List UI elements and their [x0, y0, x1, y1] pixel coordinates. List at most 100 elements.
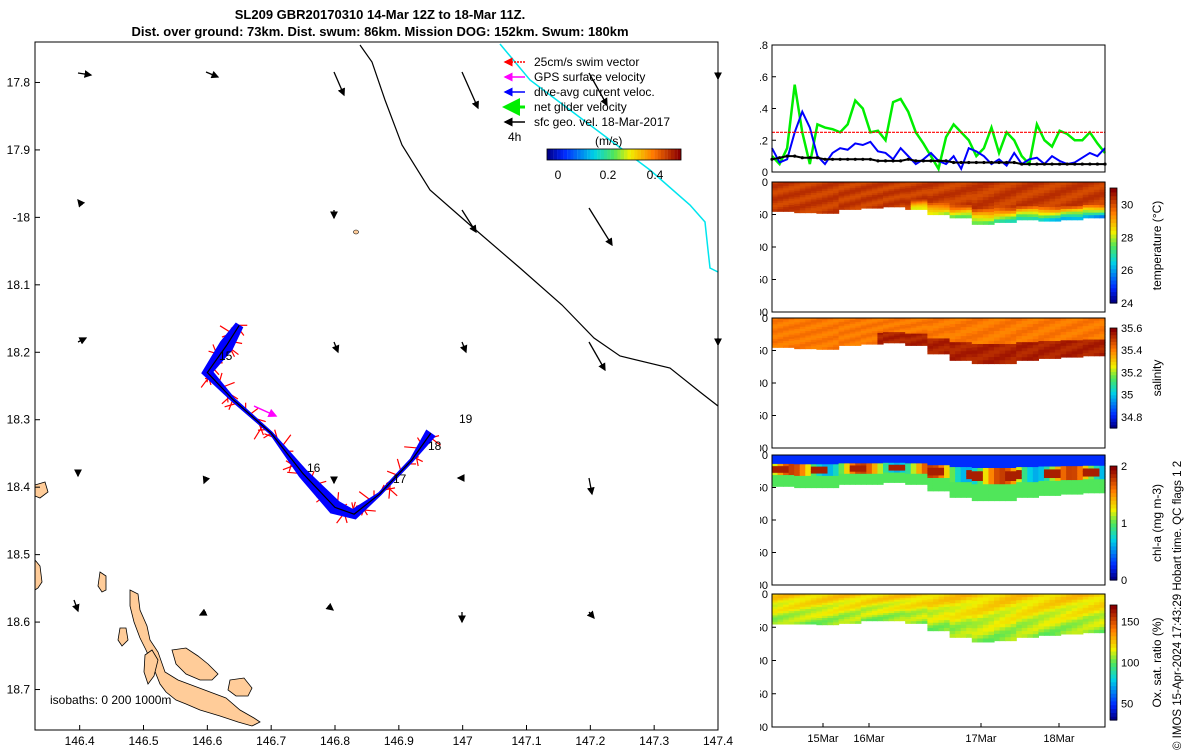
section-cell [938, 622, 945, 626]
section-cell [944, 348, 951, 352]
section-cell [783, 613, 790, 616]
section-cell [1038, 626, 1045, 630]
colorbar-cell [1110, 612, 1117, 618]
section-cell [1060, 343, 1067, 347]
section-cell [1060, 348, 1067, 353]
section-cell [1088, 599, 1095, 603]
section-cell [1082, 353, 1089, 357]
colorbar-cell [620, 149, 625, 160]
section-cell [999, 216, 1006, 221]
section-cell [1021, 488, 1028, 492]
section-cell [788, 479, 795, 483]
section-cell [888, 337, 895, 340]
section-cell [860, 467, 867, 471]
section-cell [1082, 607, 1089, 612]
section-cell [860, 323, 867, 327]
section-cell [888, 462, 895, 466]
section-cell [1060, 326, 1067, 330]
section-cell [1016, 631, 1023, 635]
section-cell [799, 331, 806, 334]
section-cell [932, 348, 940, 352]
section-cell [1038, 323, 1045, 328]
velocity-y-tick-label: 0 [762, 167, 768, 179]
section-cell [777, 343, 784, 346]
section-cell [1038, 201, 1045, 205]
section-cell [855, 600, 862, 603]
section-cell [988, 494, 995, 498]
section-cell [1032, 634, 1039, 638]
section-cell [1088, 490, 1095, 494]
velocity-point [1042, 162, 1047, 166]
section-cell [1038, 215, 1045, 219]
section-cell [1027, 612, 1034, 617]
section-cell [821, 596, 829, 599]
section-cell [988, 321, 995, 326]
section-cell [1071, 198, 1078, 202]
section-cell [999, 490, 1006, 495]
section-cell [938, 467, 945, 471]
depth-tick-label: 200 [760, 307, 768, 319]
section-cell [816, 184, 823, 188]
section-cell [1077, 631, 1084, 635]
section-cell [810, 485, 817, 489]
section-cell [805, 485, 812, 489]
legend-time-step: 4h [508, 130, 521, 144]
section-cell [821, 320, 829, 324]
section-cell [816, 478, 823, 482]
section-cell [888, 468, 895, 472]
section-cell [1099, 336, 1106, 341]
section-cell [794, 466, 801, 470]
section-cell [838, 185, 845, 189]
section-cell [1049, 201, 1056, 205]
section-cell [1099, 187, 1106, 191]
section-cell [938, 604, 945, 608]
section-cell [960, 336, 967, 340]
section-cell [788, 457, 795, 461]
section-cell [827, 335, 834, 339]
section-cell [916, 187, 923, 191]
section-cell [899, 194, 906, 197]
section-cell [966, 473, 973, 477]
section-cell [894, 599, 901, 603]
section-cell [1049, 346, 1056, 351]
colorbar-cell [1110, 693, 1117, 698]
section-cell [910, 329, 917, 333]
colorbar-cell [1110, 199, 1117, 204]
section-cell [894, 616, 901, 620]
section-cell [916, 335, 923, 339]
section-cell [1093, 457, 1101, 461]
velocity-point [846, 157, 850, 161]
section-cell [949, 187, 956, 191]
section-cell [1005, 324, 1012, 329]
section-cell [938, 596, 945, 600]
section-cell [916, 199, 923, 203]
section-cell [799, 190, 806, 194]
section-cell [949, 612, 956, 617]
section-cell [1038, 318, 1045, 322]
section-cell [921, 183, 928, 187]
section-cell [788, 615, 795, 619]
section-cell [794, 594, 801, 597]
section-cell [877, 457, 884, 460]
section-cell [949, 476, 956, 480]
section-cell [927, 191, 934, 195]
section-cell [860, 185, 867, 189]
section-cell [960, 488, 967, 492]
section-cell [866, 336, 873, 340]
section-cell [1088, 613, 1095, 617]
section-cell [1093, 616, 1101, 620]
section-cell [788, 198, 795, 202]
section-cell [855, 619, 862, 622]
section-cell [1066, 625, 1073, 629]
dive-avg-current-band [201, 322, 436, 520]
section-cell [982, 209, 990, 213]
section-cell [1055, 460, 1062, 465]
section-cell [966, 461, 973, 465]
section-cell [1021, 336, 1028, 340]
section-cell [1005, 184, 1012, 189]
section-cell [1088, 460, 1095, 464]
section-cell [1032, 348, 1039, 352]
section-cell [888, 476, 895, 479]
section-cell [794, 326, 801, 330]
section-cell [794, 608, 801, 612]
